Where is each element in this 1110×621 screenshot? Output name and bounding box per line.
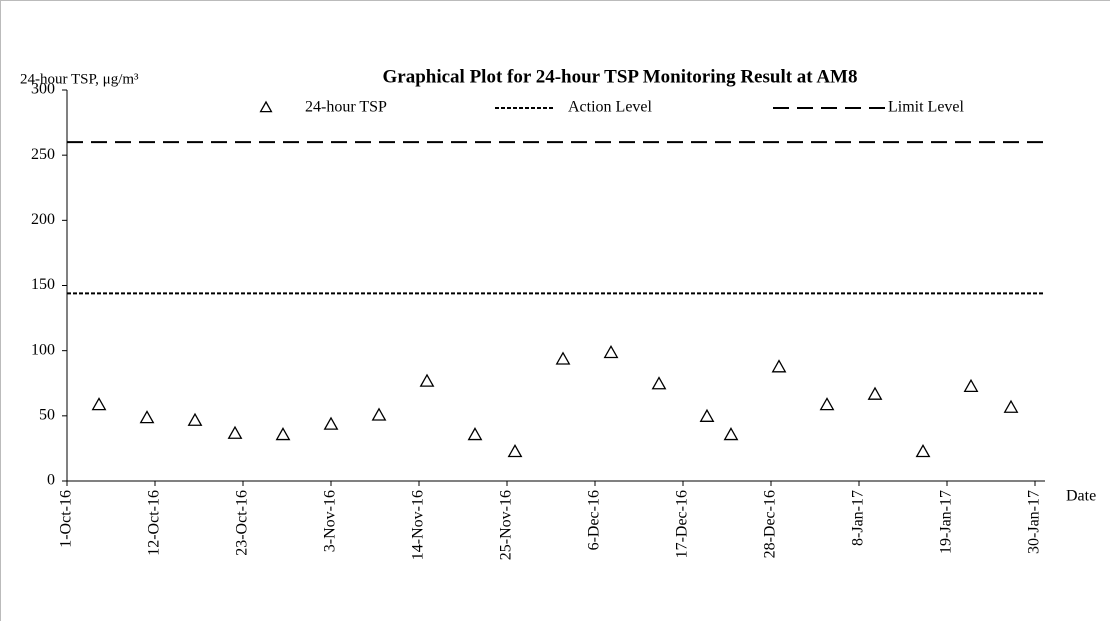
data-point [723, 427, 739, 441]
chart-title: Graphical Plot for 24-hour TSP Monitorin… [382, 66, 857, 87]
data-point [371, 407, 387, 421]
legend-label: Limit Level [888, 99, 965, 116]
x-tick-label: 30-Jan-17 [1026, 490, 1043, 554]
data-point [187, 412, 203, 426]
data-point [555, 351, 571, 365]
data-point [963, 378, 979, 393]
y-tick-label: 200 [31, 211, 55, 228]
x-tick-label: 1-Oct-16 [58, 490, 75, 548]
y-tick-label: 100 [31, 341, 55, 358]
legend-marker [259, 100, 273, 113]
data-point [419, 373, 435, 387]
y-tick-label: 0 [47, 472, 55, 489]
y-tick-label: 250 [31, 146, 55, 163]
data-point [139, 410, 155, 424]
data-point [867, 386, 883, 400]
data-point [275, 427, 291, 441]
x-axis-label: Date [1066, 488, 1096, 505]
x-tick-label: 12-Oct-16 [146, 490, 163, 556]
x-tick-label: 14-Nov-16 [410, 490, 427, 560]
y-tick-label: 150 [31, 276, 55, 293]
data-point [507, 444, 523, 458]
legend-label: 24-hour TSP [305, 99, 387, 116]
data-point [915, 444, 931, 458]
data-point [699, 408, 715, 422]
x-tick-label: 3-Nov-16 [322, 490, 339, 552]
data-point [771, 359, 787, 373]
data-point [467, 427, 483, 441]
x-tick-label: 28-Dec-16 [762, 490, 779, 558]
data-point [323, 416, 339, 430]
y-axis-label: 24-hour TSP, μg/m³ [20, 71, 139, 87]
x-tick-label: 6-Dec-16 [586, 490, 603, 550]
x-tick-label: 25-Nov-16 [498, 490, 515, 560]
y-tick-label: 300 [31, 81, 55, 98]
y-tick-label: 50 [39, 407, 55, 424]
x-tick-label: 23-Oct-16 [234, 490, 251, 556]
legend-label: Action Level [568, 99, 653, 116]
data-point [651, 376, 667, 390]
x-tick-label: 19-Jan-17 [938, 490, 955, 554]
data-point [91, 397, 107, 411]
data-point [819, 397, 835, 411]
x-tick-label: 8-Jan-17 [850, 490, 867, 546]
x-tick-label: 17-Dec-16 [674, 490, 691, 558]
data-point [227, 425, 243, 439]
data-point [603, 344, 619, 359]
data-point [1003, 399, 1019, 413]
